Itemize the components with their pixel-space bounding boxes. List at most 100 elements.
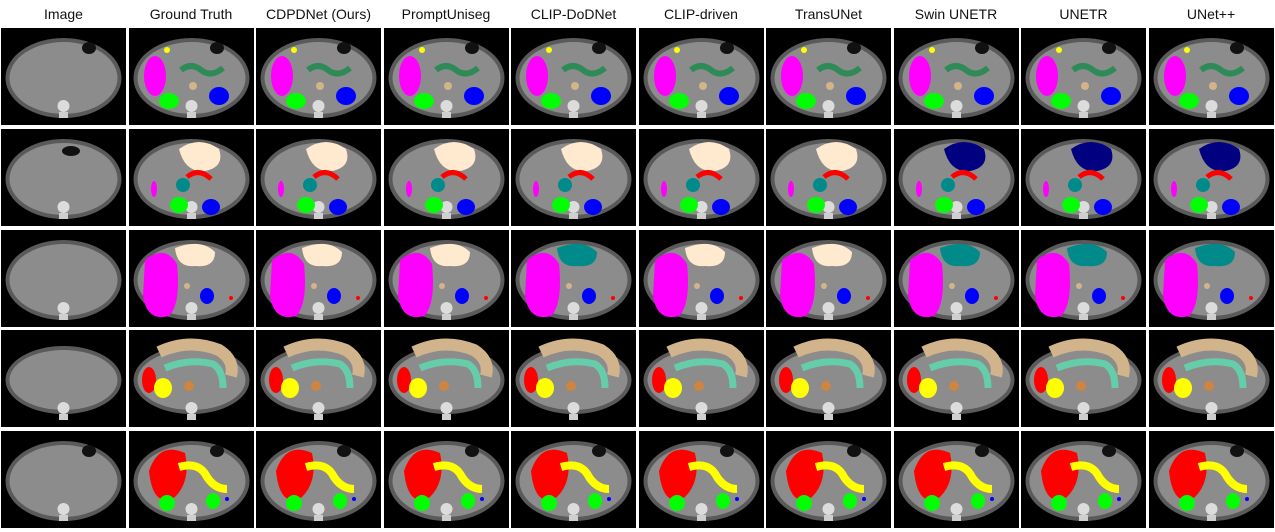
organ-mask — [286, 495, 302, 512]
organ-mask — [541, 93, 561, 109]
organ-mask — [973, 87, 994, 105]
organ-mask — [398, 56, 421, 96]
ct-slice-image — [133, 138, 249, 219]
ct-slice-image — [1153, 441, 1269, 522]
organ-mask — [920, 338, 1003, 378]
organ-mask — [668, 93, 689, 109]
organ-mask — [993, 295, 998, 300]
organ-mask — [413, 495, 430, 512]
organ-mask — [1183, 47, 1190, 53]
organ-mask — [183, 282, 190, 289]
organ-mask — [846, 87, 866, 105]
organ-mask — [302, 243, 342, 266]
organ-mask — [1221, 198, 1240, 215]
organ-mask — [1198, 63, 1245, 77]
organ-mask — [432, 461, 482, 494]
organ-mask — [1163, 56, 1186, 96]
ct-slice-image — [1153, 138, 1269, 219]
organ-mask — [276, 449, 314, 501]
ct-slice-image — [5, 239, 122, 320]
ct-cell-r3-c9 — [1148, 330, 1274, 428]
organ-mask — [582, 287, 596, 304]
ct-cell-r4-c7 — [893, 431, 1019, 529]
ct-slice-image — [1025, 239, 1142, 320]
ct-cell-r1-c4 — [511, 128, 636, 226]
ct-cell-r1-c9 — [1148, 128, 1274, 226]
ct-cell-r0-c6 — [766, 28, 891, 125]
ct-cell-r1-c2 — [256, 128, 381, 226]
organ-mask — [1071, 63, 1117, 77]
ct-slice-image — [770, 138, 887, 219]
organ-mask — [652, 252, 688, 317]
organ-mask — [734, 497, 739, 502]
organ-mask — [588, 493, 602, 510]
organ-mask — [934, 196, 953, 213]
organ-mask — [306, 63, 352, 77]
organ-mask — [1248, 295, 1253, 300]
ct-slice-image — [515, 138, 632, 219]
ct-slice-image — [5, 138, 122, 219]
ct-cell-r1-c3 — [383, 128, 509, 226]
organ-mask — [673, 47, 680, 53]
ct-cell-r0-c4 — [511, 28, 636, 125]
ct-slice-image — [898, 38, 1014, 118]
organ-mask — [663, 378, 682, 399]
organ-mask — [1225, 493, 1240, 510]
organ-mask — [183, 381, 194, 392]
organ-mask — [483, 295, 488, 300]
organ-mask — [418, 47, 425, 53]
organ-mask — [283, 338, 365, 378]
ct-slice-image — [260, 338, 377, 421]
organ-mask — [780, 252, 815, 317]
column-headers: Image Ground Truth CDPDNet (Ours) PromptUni… — [0, 0, 1275, 28]
organ-mask — [188, 82, 197, 90]
ct-cell-r4-c4 — [511, 431, 636, 529]
ct-cell-r2-c5 — [638, 229, 764, 327]
organ-mask — [908, 56, 931, 96]
organ-mask — [1178, 93, 1199, 109]
organ-mask — [1068, 177, 1082, 192]
ct-slice-image — [643, 338, 759, 421]
organ-mask — [837, 287, 851, 304]
organ-mask — [843, 493, 857, 510]
ct-slice-image — [1153, 338, 1269, 421]
organ-mask — [709, 287, 724, 304]
column-header-9: UNet++ — [1186, 6, 1236, 22]
organ-mask — [169, 196, 188, 213]
organ-mask — [142, 252, 178, 317]
organ-mask — [1189, 196, 1208, 213]
column-header-2: CDPDNet (Ours) — [265, 6, 371, 22]
organ-mask — [788, 180, 794, 197]
ct-slice-image — [1153, 38, 1269, 118]
organ-mask — [1175, 338, 1258, 378]
organ-mask — [1195, 177, 1210, 192]
organ-mask — [1121, 295, 1125, 300]
organ-mask — [433, 63, 480, 77]
ct-slice-image — [898, 441, 1014, 522]
organ-mask — [463, 87, 484, 105]
organ-mask — [786, 449, 824, 501]
organ-mask — [1081, 82, 1089, 90]
ct-slice-image — [5, 441, 122, 522]
organ-mask — [1051, 93, 1071, 109]
organ-mask — [408, 378, 427, 399]
organ-mask — [438, 381, 449, 392]
organ-mask — [781, 56, 803, 96]
organ-mask — [224, 497, 229, 502]
organ-mask — [336, 87, 356, 105]
organ-mask — [715, 493, 730, 510]
ct-cell-r3-c7 — [893, 330, 1019, 428]
organ-mask — [178, 141, 220, 171]
organ-mask — [800, 358, 864, 389]
organ-mask — [1035, 252, 1070, 317]
organ-mask — [566, 282, 572, 289]
organ-mask — [184, 169, 213, 181]
organ-mask — [791, 378, 809, 399]
organ-mask — [290, 358, 354, 389]
organ-mask — [228, 295, 233, 300]
organ-mask — [584, 198, 602, 215]
column-header-4: CLIP-DoDNet — [530, 6, 617, 22]
ct-cell-r2-c4 — [511, 229, 636, 327]
organ-mask — [907, 252, 943, 317]
ct-slice-image — [770, 239, 887, 320]
